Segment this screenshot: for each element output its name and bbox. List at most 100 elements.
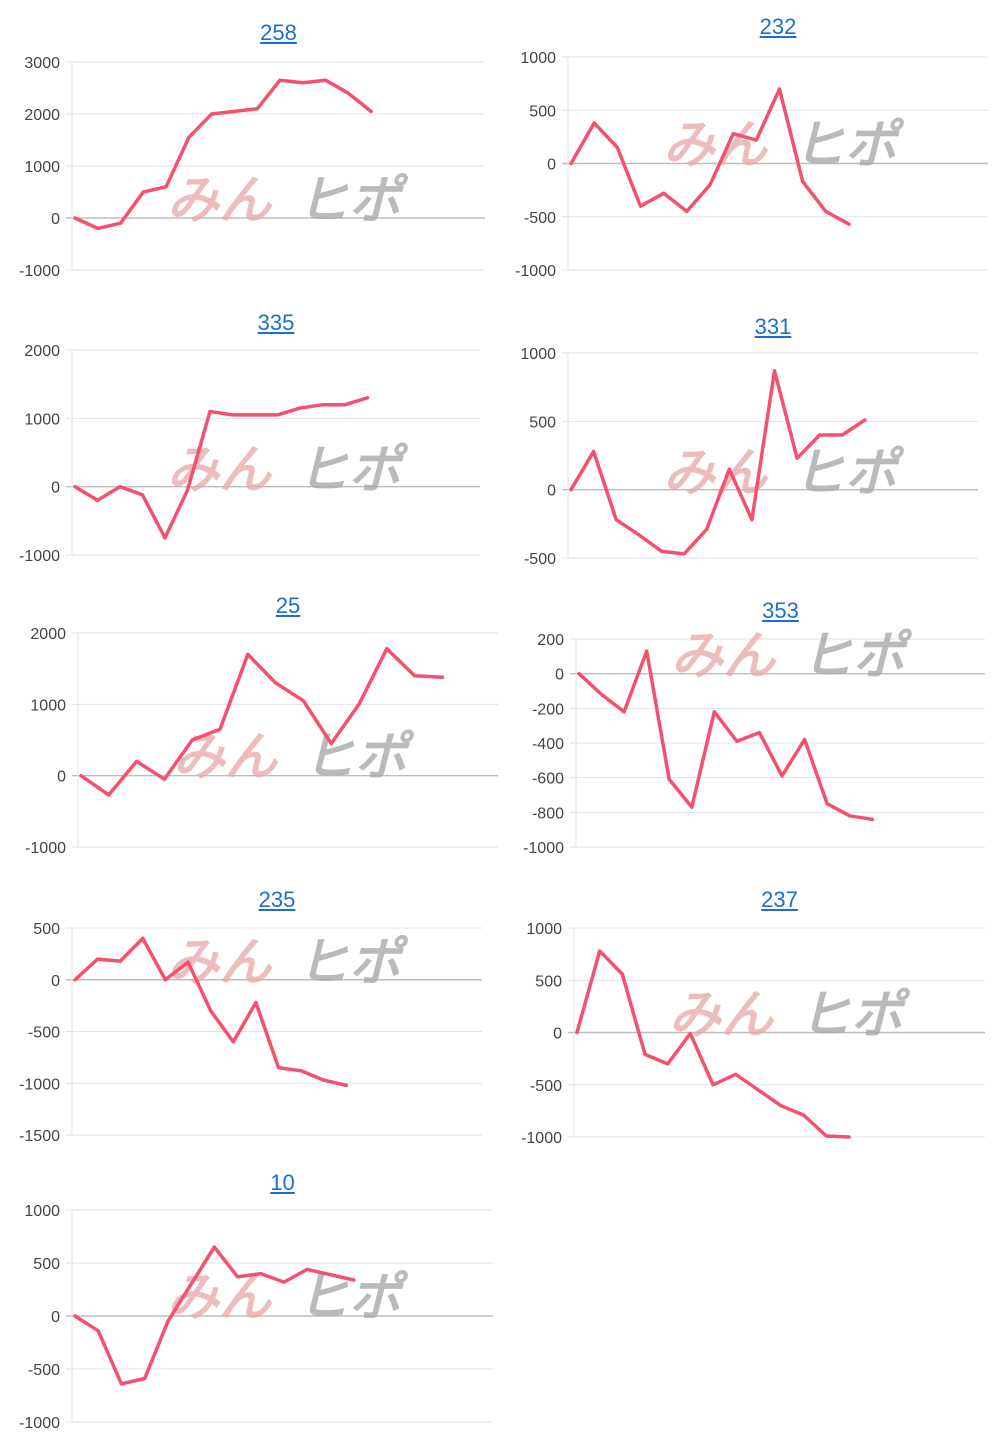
y-tick-label: -200 [532, 701, 564, 718]
data-point [577, 672, 581, 676]
chart-title-link[interactable]: 353 [762, 598, 799, 623]
watermark-logo: みん ヒポ [669, 985, 911, 1045]
chart-title-link[interactable]: 237 [761, 887, 798, 912]
y-tick-label: 0 [51, 1309, 60, 1326]
data-point [413, 674, 417, 678]
data-point [118, 959, 122, 963]
data-point [135, 759, 139, 763]
svg-text:みん: みん [167, 933, 273, 993]
svg-text:みん: みん [671, 627, 777, 687]
data-point [185, 488, 190, 492]
data-point [210, 112, 214, 116]
data-point [259, 1272, 263, 1276]
svg-text:ヒポ: ヒポ [793, 115, 905, 175]
data-point [276, 1066, 281, 1070]
chart-card-353: 353 -1000 -800 -600 -400 -200 0 200 みん ヒポ [500, 585, 1000, 875]
y-tick-label: -1000 [25, 840, 66, 857]
data-point [620, 972, 624, 976]
data-point [369, 109, 373, 113]
line-chart-svg: -1000 0 1000 2000 3000 みん ヒポ [19, 55, 485, 280]
data-point [780, 774, 784, 778]
data-point [344, 1083, 348, 1087]
chart-title-link[interactable]: 235 [258, 887, 296, 912]
y-tick-label: 1000 [24, 411, 60, 428]
y-tick-label: 0 [555, 667, 564, 684]
chart-card-232: 232 -1000 -500 0 500 1000 みん ヒポ [500, 0, 1000, 290]
data-point [255, 107, 259, 111]
svg-text:ヒポ: ヒポ [799, 985, 911, 1045]
data-point [79, 774, 83, 778]
chart-title-link[interactable]: 331 [754, 314, 792, 339]
y-tick-label: 0 [553, 1026, 562, 1043]
data-point [322, 1078, 326, 1082]
data-point [614, 518, 618, 522]
data-point [118, 485, 122, 489]
y-tick-label: -1000 [19, 548, 60, 565]
line-chart-svg: -1000 -500 0 500 1000 みん ヒポ [521, 921, 985, 1147]
y-tick-label: -800 [532, 805, 564, 822]
y-tick-label: -1000 [521, 1130, 562, 1147]
chart-title-link[interactable]: 25 [275, 593, 301, 618]
data-point [190, 738, 194, 742]
svg-text:ヒポ: ヒポ [303, 727, 415, 787]
data-point [734, 1072, 738, 1076]
y-tick-label: -1000 [19, 263, 60, 280]
data-point [230, 413, 235, 417]
data-point [274, 681, 278, 685]
data-point [282, 1280, 286, 1284]
data-point [615, 145, 619, 150]
data-point [352, 1278, 356, 1282]
data-point [870, 817, 874, 821]
line-chart-svg: -1000 0 1000 2000 みん ヒポ [19, 343, 480, 565]
data-point [772, 369, 777, 373]
chart-title-link[interactable]: 335 [257, 310, 295, 335]
data-point [254, 1000, 258, 1005]
data-point [141, 936, 145, 940]
data-point [750, 518, 754, 522]
chart-title-link[interactable]: 10 [270, 1170, 295, 1195]
data-point [208, 409, 212, 414]
watermark-logo: みん ヒポ [671, 627, 913, 687]
line-chart-svg: -1000 -500 0 500 1000 みん ヒポ [19, 1203, 493, 1432]
data-point [863, 418, 867, 422]
y-tick-label: 0 [51, 973, 60, 990]
data-point [141, 190, 145, 194]
data-point [777, 87, 782, 91]
data-point [96, 957, 100, 961]
watermark-logo: みん ヒポ [663, 443, 905, 503]
y-tick-label: -500 [524, 210, 556, 227]
data-point [186, 960, 190, 964]
data-point [96, 226, 100, 230]
data-point [143, 1376, 147, 1381]
data-point [73, 978, 77, 982]
series-line [73, 396, 370, 540]
data-point [802, 1113, 806, 1117]
chart-title-link[interactable]: 258 [260, 20, 297, 45]
data-point [779, 1104, 783, 1108]
y-tick-label: -400 [532, 736, 564, 753]
data-point [592, 121, 596, 125]
data-point [166, 1319, 170, 1323]
data-point [343, 403, 347, 407]
data-point [795, 456, 799, 460]
chart-title-link[interactable]: 232 [759, 14, 797, 39]
y-tick-label: 0 [547, 157, 556, 174]
data-point [305, 1267, 309, 1271]
data-point [73, 485, 77, 489]
data-point [685, 209, 689, 214]
data-point [323, 78, 328, 82]
y-tick-label: 500 [529, 103, 556, 120]
series-line [577, 649, 874, 822]
data-point [690, 805, 694, 809]
data-point [278, 78, 282, 82]
data-point [847, 1135, 851, 1139]
data-point [119, 1382, 124, 1386]
data-point [212, 1245, 216, 1249]
data-point [659, 549, 664, 553]
chart-card-10: 10 -1000 -500 0 500 1000 みん ヒポ [0, 1160, 500, 1441]
y-tick-label: 1000 [526, 921, 562, 938]
data-point [189, 1282, 193, 1286]
data-point [757, 731, 762, 735]
data-point [645, 649, 649, 653]
